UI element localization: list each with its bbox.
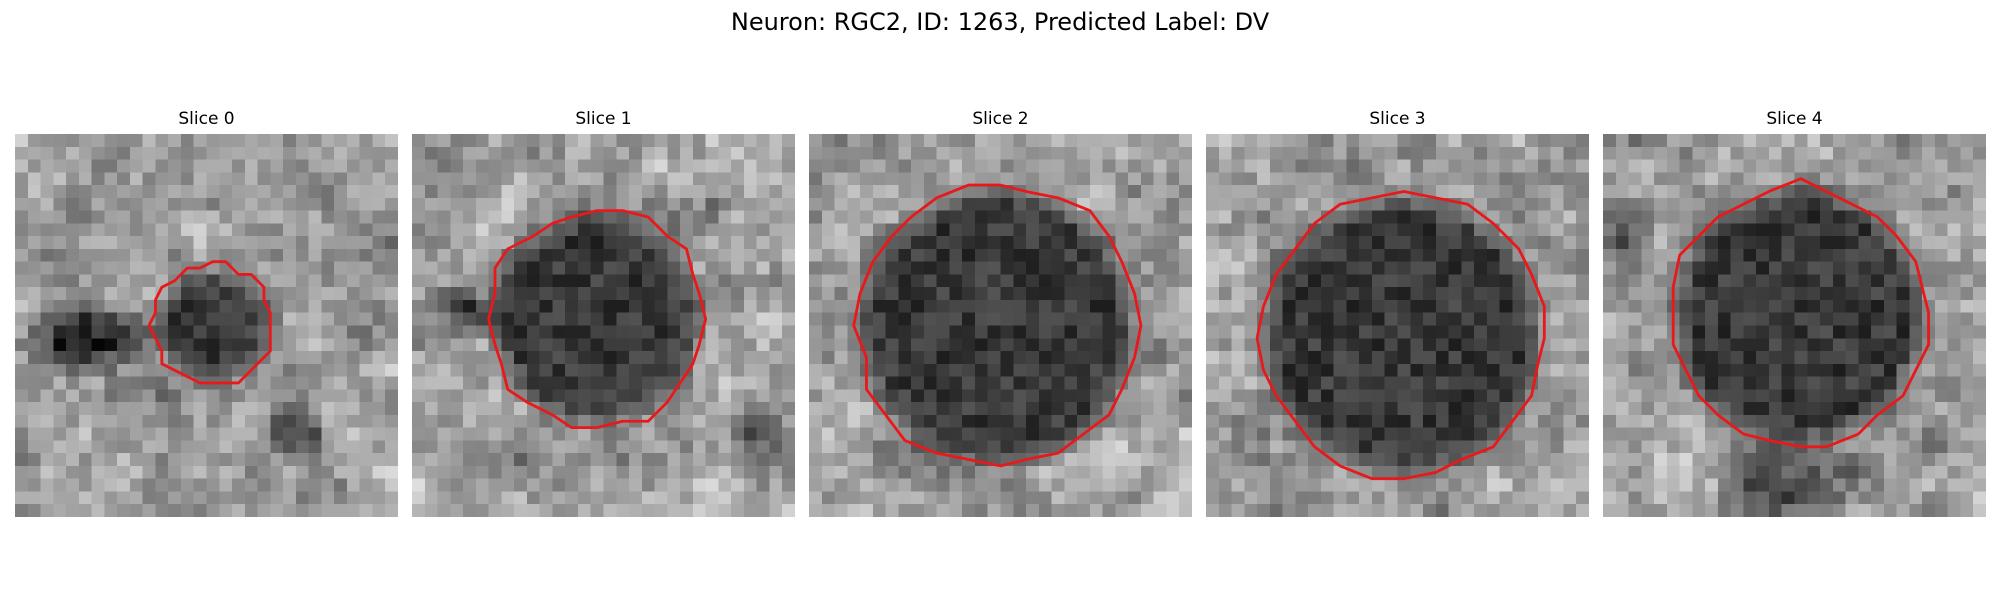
grayscale-slice-image bbox=[15, 134, 398, 517]
soma-contour bbox=[1255, 190, 1546, 481]
slice-title: Slice 4 bbox=[1766, 109, 1823, 129]
slice-image bbox=[15, 134, 398, 517]
slice-image bbox=[1603, 134, 1986, 517]
soma-contour bbox=[147, 260, 272, 385]
grayscale-slice-image bbox=[1206, 134, 1589, 517]
grayscale-slice-image bbox=[809, 134, 1192, 517]
slice-image bbox=[809, 134, 1192, 517]
slice-panel-0: Slice 0 bbox=[15, 108, 398, 520]
slice-panel-3: Slice 3 bbox=[1206, 108, 1589, 520]
soma-contour bbox=[1671, 177, 1930, 449]
figure-title: Neuron: RGC2, ID: 1263, Predicted Label:… bbox=[730, 8, 1270, 36]
slice-image bbox=[412, 134, 795, 517]
slice-panel-2: Slice 2 bbox=[809, 108, 1192, 520]
grayscale-slice-image bbox=[412, 134, 795, 517]
slice-title: Slice 1 bbox=[575, 109, 632, 129]
slice-panel-4: Slice 4 bbox=[1603, 108, 1986, 520]
slice-title: Slice 2 bbox=[972, 109, 1029, 129]
slice-title: Slice 3 bbox=[1369, 109, 1426, 129]
slice-image bbox=[1206, 134, 1589, 517]
grayscale-slice-image bbox=[1603, 134, 1986, 517]
soma-contour bbox=[852, 183, 1143, 468]
slice-panel-1: Slice 1 bbox=[412, 108, 795, 520]
soma-contour bbox=[487, 209, 708, 430]
slice-title: Slice 0 bbox=[178, 109, 235, 129]
